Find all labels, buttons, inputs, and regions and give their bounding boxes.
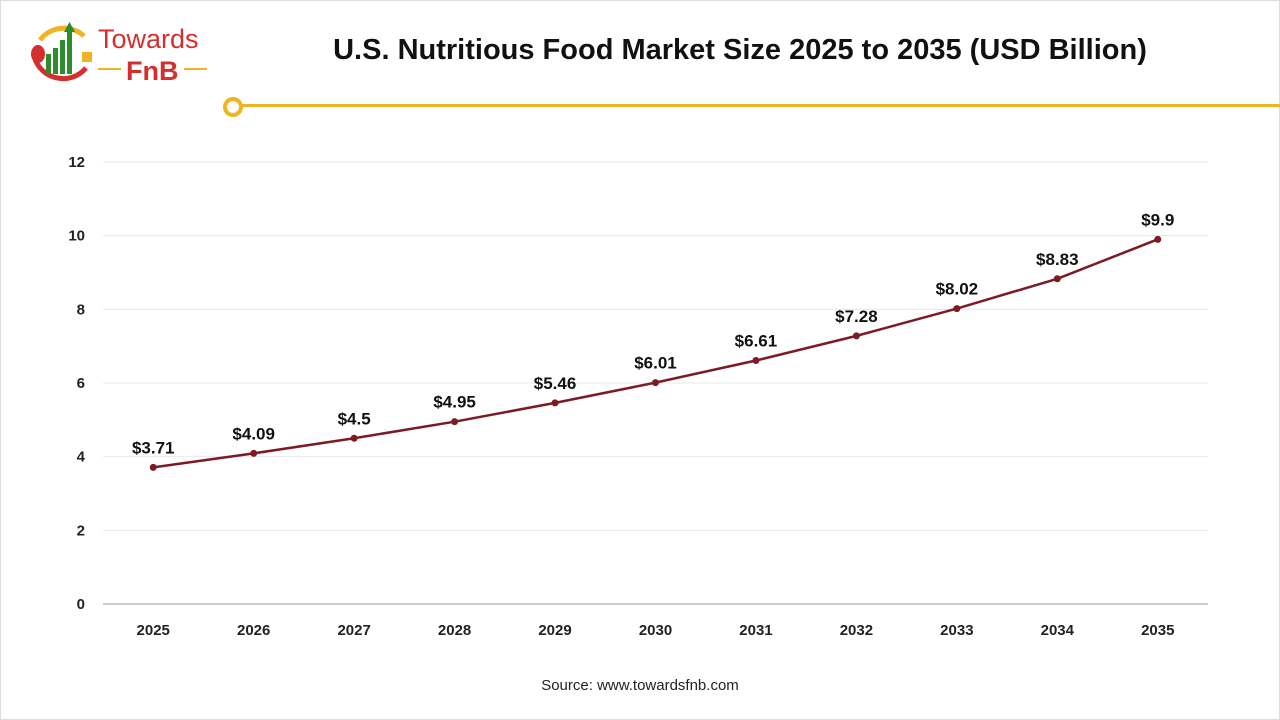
data-label: $3.71 [132,438,175,457]
data-point [652,379,659,387]
y-tick-label: 0 [77,596,85,613]
x-tick-label: 2030 [639,622,672,639]
x-tick-label: 2025 [137,622,170,639]
underline-dot [223,97,243,117]
data-label: $6.61 [735,332,778,351]
data-point [1154,235,1162,243]
x-tick-label: 2033 [940,622,973,639]
data-point [1053,275,1061,283]
title-underline [242,104,1280,107]
data-point [451,418,459,426]
y-tick-label: 8 [77,301,85,318]
data-point [350,434,358,442]
x-tick-label: 2034 [1041,622,1075,639]
data-label: $8.02 [936,280,979,299]
data-point [852,332,860,340]
data-label: $4.95 [433,393,476,412]
data-label: $7.28 [835,307,878,326]
chart-title: U.S. Nutritious Food Market Size 2025 to… [333,34,1147,66]
source-note: Source: www.towardsfnb.com [541,677,739,694]
x-tick-label: 2028 [438,622,471,639]
y-tick-label: 4 [77,449,86,466]
x-tick-label: 2031 [739,622,772,639]
y-tick-label: 2 [77,522,85,539]
data-label: $5.46 [534,374,577,393]
x-tick-label: 2026 [237,622,270,639]
data-label: $4.09 [232,424,275,443]
x-tick-label: 2027 [337,622,370,639]
data-point [149,463,157,471]
data-point [953,305,961,313]
data-label: $8.83 [1036,250,1079,269]
data-point [752,357,760,365]
data-label: $4.5 [338,409,371,428]
x-tick-label: 2035 [1141,622,1174,639]
svg-text:FnB: FnB [126,56,178,86]
x-tick-label: 2032 [840,622,873,639]
data-point [250,449,258,457]
y-tick-label: 12 [68,154,85,171]
data-label: $6.01 [634,354,677,373]
towards-fnb-logo: Towards FnB [26,18,216,88]
y-tick-label: 6 [77,375,85,392]
data-point [551,399,559,407]
x-tick-label: 2029 [538,622,571,639]
y-tick-label: 10 [68,228,85,245]
svg-text:Towards: Towards [98,24,199,54]
data-label: $9.9 [1141,210,1174,229]
